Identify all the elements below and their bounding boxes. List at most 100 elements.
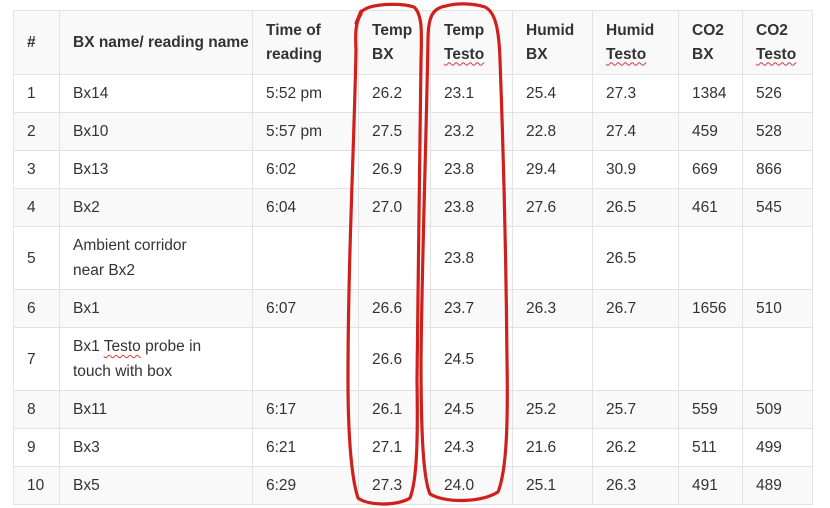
cell-name: Bx13 [59, 150, 253, 189]
cell-time: 6:17 [252, 390, 359, 429]
table-row: 2 Bx10 5:57 pm 27.5 23.2 22.8 27.4 459 5… [13, 112, 813, 151]
cell-co2-bx: 559 [678, 390, 743, 429]
cell-co2-testo: 489 [742, 466, 813, 505]
header-name: BX name/ reading name [59, 10, 253, 75]
cell-num: 3 [13, 150, 60, 189]
cell-time: 6:02 [252, 150, 359, 189]
cell-num: 1 [13, 74, 60, 113]
cell-name-line1: Ambient corridor [73, 237, 187, 254]
header-humid-testo: Humid Testo [592, 10, 679, 75]
cell-co2-testo: 526 [742, 74, 813, 113]
cell-temp-testo: 24.0 [430, 466, 513, 505]
cell-num: 10 [13, 466, 60, 505]
cell-humid-bx: 21.6 [512, 428, 593, 467]
cell-num: 4 [13, 188, 60, 227]
cell-time: 5:52 pm [252, 74, 359, 113]
cell-num: 5 [13, 226, 60, 290]
table-container: # BX name/ reading name Time of reading … [13, 10, 830, 505]
cell-co2-bx: 1384 [678, 74, 743, 113]
cell-temp-testo: 23.8 [430, 188, 513, 227]
header-humid-bx-line1: Humid [526, 21, 575, 39]
cell-temp-bx: 26.2 [358, 74, 431, 113]
cell-co2-bx: 461 [678, 188, 743, 227]
cell-humid-testo: 26.5 [592, 226, 679, 290]
cell-temp-testo: 23.1 [430, 74, 513, 113]
cell-name: Ambient corridor near Bx2 [59, 226, 253, 290]
cell-co2-testo: 510 [742, 289, 813, 328]
cell-name: Bx2 [59, 188, 253, 227]
cell-humid-bx: 29.4 [512, 150, 593, 189]
cell-humid-bx: 27.6 [512, 188, 593, 227]
cell-temp-bx: 26.6 [358, 289, 431, 328]
cell-humid-testo: 30.9 [592, 150, 679, 189]
table-row: 7 Bx1 Testo probe in touch with box 26.6… [13, 327, 813, 391]
cell-humid-testo: 25.7 [592, 390, 679, 429]
cell-co2-bx [678, 327, 743, 391]
cell-name-line1a: Bx1 [73, 338, 104, 355]
cell-temp-testo: 23.8 [430, 226, 513, 290]
cell-humid-testo [592, 327, 679, 391]
cell-name: Bx14 [59, 74, 253, 113]
header-time-line1: Time of [266, 21, 321, 39]
cell-temp-bx: 26.1 [358, 390, 431, 429]
cell-temp-testo: 23.8 [430, 150, 513, 189]
cell-co2-bx: 1656 [678, 289, 743, 328]
cell-temp-bx [358, 226, 431, 290]
cell-num: 8 [13, 390, 60, 429]
cell-name: Bx1 [59, 289, 253, 328]
cell-humid-testo: 27.3 [592, 74, 679, 113]
cell-name: Bx3 [59, 428, 253, 467]
cell-name: Bx5 [59, 466, 253, 505]
cell-humid-bx: 25.1 [512, 466, 593, 505]
header-co2-testo-line2: Testo [756, 45, 797, 63]
header-humid-bx-line2: BX [526, 45, 548, 63]
cell-humid-testo: 26.2 [592, 428, 679, 467]
cell-temp-testo: 23.2 [430, 112, 513, 151]
header-humid-testo-line2: Testo [606, 45, 647, 63]
cell-humid-testo: 26.3 [592, 466, 679, 505]
cell-temp-bx: 26.9 [358, 150, 431, 189]
table-row: 5 Ambient corridor near Bx2 23.8 26.5 [13, 226, 813, 290]
cell-temp-bx: 27.0 [358, 188, 431, 227]
cell-temp-testo: 24.3 [430, 428, 513, 467]
cell-time [252, 327, 359, 391]
cell-co2-bx: 459 [678, 112, 743, 151]
header-row: # BX name/ reading name Time of reading … [13, 10, 813, 75]
cell-time: 6:04 [252, 188, 359, 227]
cell-temp-testo: 24.5 [430, 327, 513, 391]
readings-table: # BX name/ reading name Time of reading … [13, 10, 813, 505]
cell-co2-bx: 511 [678, 428, 743, 467]
cell-co2-testo [742, 327, 813, 391]
cell-temp-testo: 23.7 [430, 289, 513, 328]
cell-humid-bx [512, 327, 593, 391]
header-humid-testo-line1: Humid [606, 21, 655, 39]
cell-name-line2: touch with box [73, 363, 173, 380]
cell-co2-bx [678, 226, 743, 290]
cell-co2-testo [742, 226, 813, 290]
header-co2-bx-line2: BX [692, 45, 714, 63]
cell-name: Bx11 [59, 390, 253, 429]
table-row: 6 Bx1 6:07 26.6 23.7 26.3 26.7 1656 510 [13, 289, 813, 328]
cell-temp-bx: 27.3 [358, 466, 431, 505]
cell-co2-testo: 528 [742, 112, 813, 151]
cell-humid-bx [512, 226, 593, 290]
cell-name-line1c: probe in [140, 338, 202, 355]
cell-name: Bx10 [59, 112, 253, 151]
cell-co2-bx: 669 [678, 150, 743, 189]
header-co2-bx: CO2 BX [678, 10, 743, 75]
cell-humid-bx: 25.4 [512, 74, 593, 113]
cell-time: 6:29 [252, 466, 359, 505]
cell-co2-testo: 509 [742, 390, 813, 429]
header-humid-bx: Humid BX [512, 10, 593, 75]
table-row: 1 Bx14 5:52 pm 26.2 23.1 25.4 27.3 1384 … [13, 74, 813, 113]
cell-temp-bx: 27.1 [358, 428, 431, 467]
cell-temp-bx: 26.6 [358, 327, 431, 391]
header-co2-testo: CO2 Testo [742, 10, 813, 75]
cell-time: 6:07 [252, 289, 359, 328]
cell-num: 7 [13, 327, 60, 391]
cell-co2-testo: 499 [742, 428, 813, 467]
cell-co2-testo: 866 [742, 150, 813, 189]
header-name-text: BX name/ reading name [73, 33, 249, 51]
cell-temp-testo: 24.5 [430, 390, 513, 429]
cell-name-line2: near Bx2 [73, 262, 136, 279]
